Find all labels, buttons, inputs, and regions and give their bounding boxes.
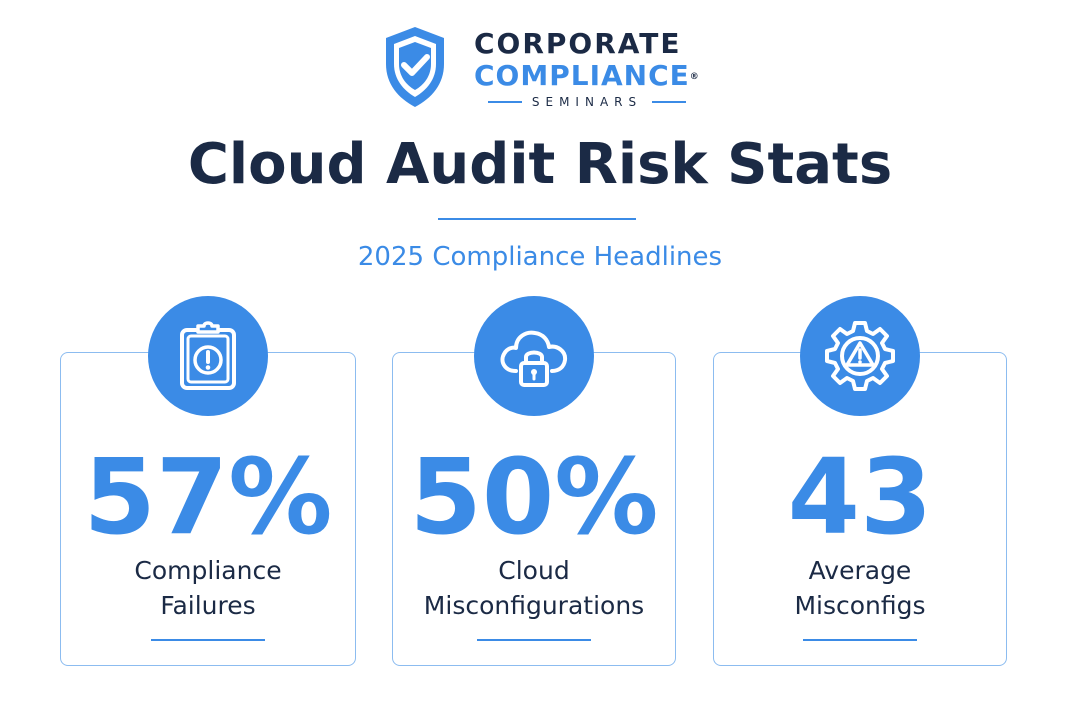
logo-wordmark: CORPORATE COMPLIANCE® SEMINARS xyxy=(474,27,710,110)
stat-value: 57% xyxy=(83,436,333,558)
logo-compliance-text: COMPLIANCE xyxy=(474,59,690,92)
registered-mark: ® xyxy=(689,72,700,82)
stat-card-cloud-misconfigurations: 50% Cloud Misconfigurations xyxy=(392,352,676,666)
stat-value: 50% xyxy=(409,436,659,558)
shield-check-icon xyxy=(386,27,444,107)
card-divider xyxy=(803,639,917,641)
logo-seminars-text: SEMINARS xyxy=(531,95,643,109)
card-divider xyxy=(151,639,265,641)
logo-line-compliance: COMPLIANCE® xyxy=(474,60,710,93)
stat-label-line2: Misconfigs xyxy=(794,591,926,620)
gear-warning-icon xyxy=(800,296,920,416)
stat-label-line1: Average xyxy=(808,556,912,585)
card-divider xyxy=(477,639,591,641)
page-title: Cloud Audit Risk Stats xyxy=(187,132,893,197)
stat-label-line1: Compliance xyxy=(134,556,282,585)
logo-rule-left xyxy=(487,101,522,103)
page-subtitle: 2025 Compliance Headlines xyxy=(357,242,723,272)
stat-label-line1: Cloud xyxy=(498,556,570,585)
stat-value: 43 xyxy=(787,436,933,558)
logo-line-corporate: CORPORATE xyxy=(474,27,682,60)
brand-logo: CORPORATE COMPLIANCE® SEMINARS xyxy=(382,24,712,116)
stat-label: Average Misconfigs xyxy=(714,553,1006,623)
clipboard-alert-icon xyxy=(148,296,268,416)
cloud-lock-icon xyxy=(474,296,594,416)
stat-label: Cloud Misconfigurations xyxy=(393,553,675,623)
logo-line-seminars: SEMINARS xyxy=(474,95,700,109)
stat-label-line2: Misconfigurations xyxy=(423,591,645,620)
stat-label-line2: Failures xyxy=(160,591,256,620)
stat-label: Compliance Failures xyxy=(61,553,355,623)
logo-rule-right xyxy=(652,101,687,103)
title-divider xyxy=(438,218,636,220)
